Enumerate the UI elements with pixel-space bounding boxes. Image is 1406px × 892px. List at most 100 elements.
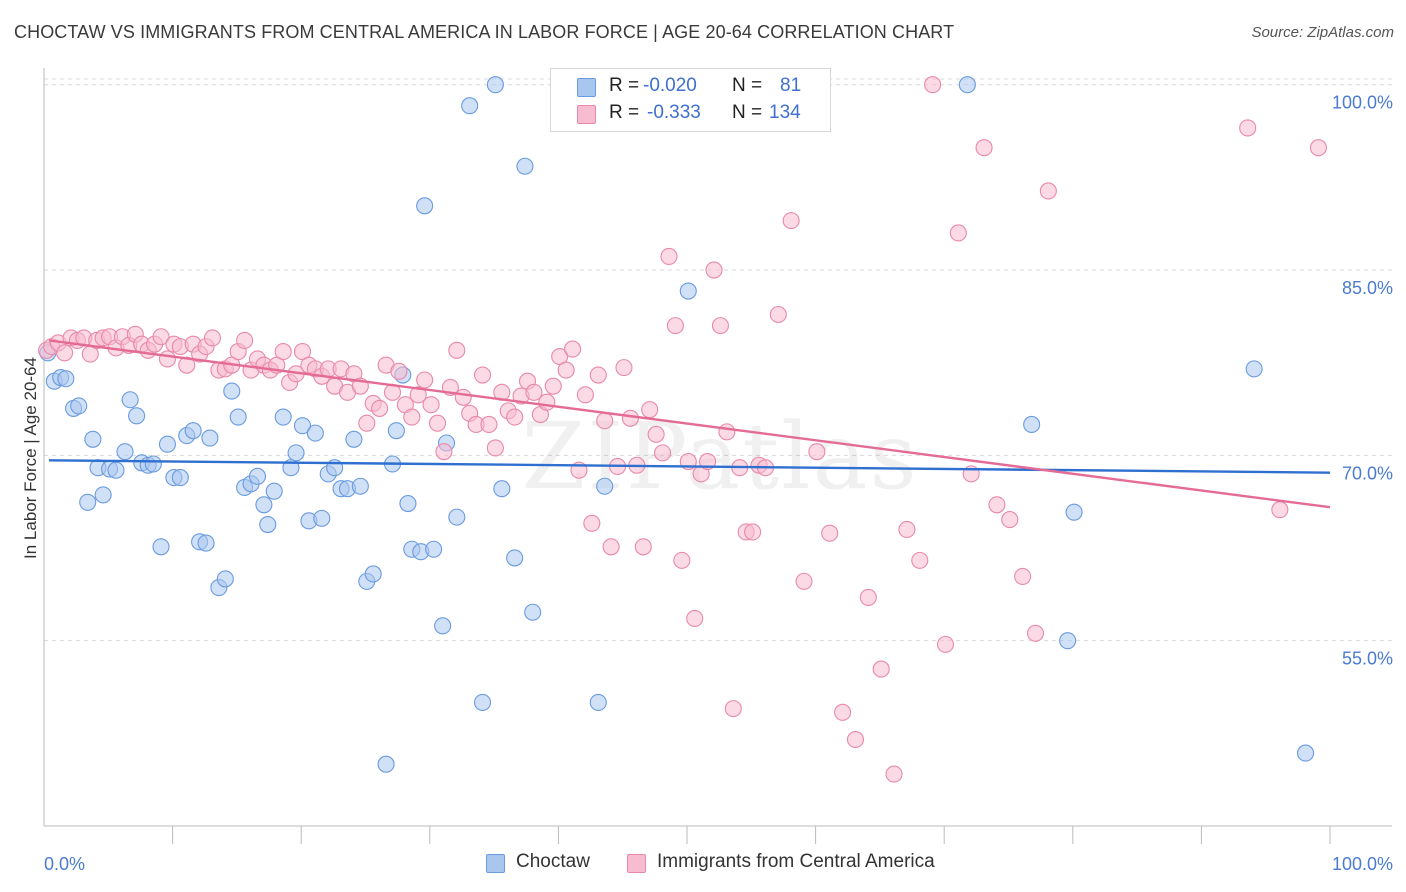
choctaw-point xyxy=(287,444,305,462)
choctaw-point xyxy=(486,76,504,94)
correlation-legend: R = -0.020 N = 81 R = -0.333 N = 134 xyxy=(550,68,831,132)
immigrants-point xyxy=(621,409,639,427)
immigrants-point xyxy=(673,551,691,569)
immigrants-point xyxy=(936,635,955,653)
choctaw-point xyxy=(94,486,112,504)
legend-swatch-immigrants xyxy=(577,105,596,124)
choctaw-point xyxy=(229,408,247,426)
immigrants-point xyxy=(428,414,447,432)
choctaw-point xyxy=(1059,632,1077,650)
immigrants-point xyxy=(152,328,170,346)
immigrants-point xyxy=(686,609,704,627)
choctaw-point xyxy=(313,509,331,527)
legend-label-choctaw: Choctaw xyxy=(516,851,590,872)
y-tick-labels: 55.0% 70.0% 85.0% 100.0% xyxy=(1332,93,1393,669)
immigrants-point xyxy=(557,361,575,379)
immigrants-point xyxy=(403,408,421,426)
immigrants-point xyxy=(390,362,408,380)
immigrants-point xyxy=(178,356,196,374)
choctaw-point xyxy=(461,97,479,115)
choctaw-point xyxy=(274,408,292,426)
immigrants-point xyxy=(538,393,556,411)
choctaw-point xyxy=(158,435,177,453)
immigrants-point xyxy=(795,572,813,590)
legend-n-label: N = xyxy=(732,102,763,123)
legend-label-immigrants: Immigrants from Central America xyxy=(657,851,935,872)
immigrants-point xyxy=(1239,119,1257,137)
immigrants-point xyxy=(525,383,543,401)
immigrants-point xyxy=(821,524,839,542)
source-label: Source: ZipAtlas.com xyxy=(1251,24,1394,41)
immigrants-point xyxy=(596,412,614,430)
choctaw-point xyxy=(197,534,215,552)
choctaw-point xyxy=(152,538,170,556)
immigrants-point xyxy=(782,212,800,230)
choctaw-point xyxy=(1245,360,1263,378)
legend-swatch-choctaw xyxy=(577,78,596,97)
choctaw-point xyxy=(679,282,697,300)
choctaw-point xyxy=(293,417,312,435)
immigrants-point xyxy=(1309,139,1327,157)
choctaw-point xyxy=(216,570,234,588)
choctaw-point xyxy=(121,391,139,409)
legend-r-value: -0.020 xyxy=(643,75,697,96)
choctaw-point xyxy=(596,477,614,495)
choctaw-point xyxy=(107,461,125,479)
choctaw-point xyxy=(351,477,369,495)
immigrants-point xyxy=(846,730,865,749)
immigrants-point xyxy=(1026,624,1045,642)
legend-n-label: N = xyxy=(732,75,763,96)
y-tick-label: 100.0% xyxy=(1332,93,1393,113)
immigrants-point xyxy=(203,329,222,347)
choctaw-point xyxy=(57,370,75,388)
choctaw-point xyxy=(448,508,466,526)
immigrants-point xyxy=(422,396,440,414)
immigrants-point xyxy=(988,496,1006,514)
choctaw-point xyxy=(144,455,162,473)
immigrants-point xyxy=(576,386,594,404)
choctaw-point xyxy=(524,603,542,621)
immigrants-point xyxy=(872,660,890,678)
choctaw-point xyxy=(79,493,97,511)
immigrants-point xyxy=(435,443,453,461)
immigrants-point xyxy=(808,443,826,461)
immigrants-point xyxy=(718,423,736,441)
legend-swatch-choctaw xyxy=(486,854,505,873)
immigrants-point xyxy=(448,341,466,359)
choctaw-point xyxy=(248,467,267,485)
immigrants-point xyxy=(473,366,492,384)
immigrants-point xyxy=(924,76,942,94)
immigrants-point xyxy=(724,700,742,718)
immigrants-point xyxy=(647,425,665,443)
y-tick-label: 55.0% xyxy=(1342,649,1393,669)
choctaw-point xyxy=(493,480,511,498)
choctaw-point xyxy=(1023,415,1041,434)
x-tick-labels: 0.0% 100.0% xyxy=(44,854,1393,874)
choctaw-point xyxy=(473,693,492,712)
legend-swatch-immigrants xyxy=(627,854,646,873)
immigrants-point xyxy=(274,343,292,361)
immigrants-point xyxy=(615,359,633,377)
choctaw-point xyxy=(364,565,382,583)
immigrants-point xyxy=(949,224,967,242)
choctaw-point xyxy=(425,540,443,558)
immigrants-point xyxy=(416,371,434,389)
immigrants-point xyxy=(705,261,723,279)
choctaw-point xyxy=(116,443,134,461)
choctaw-points xyxy=(39,76,1315,773)
immigrants-point xyxy=(1271,501,1289,519)
legend-r-label: R = xyxy=(609,75,640,96)
choctaw-point xyxy=(255,496,273,514)
legend-row-immigrants: R = -0.333 N = 134 xyxy=(551,102,830,129)
choctaw-point xyxy=(70,397,88,415)
choctaw-point xyxy=(201,429,219,447)
immigrants-point xyxy=(975,139,993,157)
legend-n-value: 81 xyxy=(780,75,802,96)
choctaw-point xyxy=(1297,744,1315,762)
immigrants-point xyxy=(158,350,177,368)
choctaw-point xyxy=(399,494,417,513)
choctaw-point xyxy=(259,515,277,534)
choctaw-point xyxy=(128,407,146,425)
immigrants-point xyxy=(486,439,504,457)
immigrants-point xyxy=(634,538,652,556)
